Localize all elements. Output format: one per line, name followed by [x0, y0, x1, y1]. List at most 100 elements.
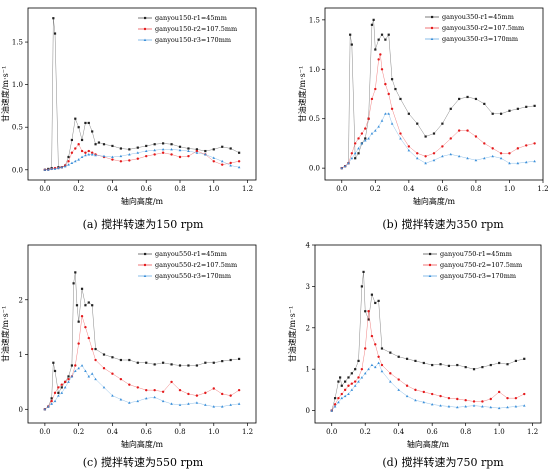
data-point: [449, 137, 452, 140]
data-point: [136, 157, 139, 160]
data-point: [187, 392, 190, 396]
data-point: [162, 142, 165, 145]
series-line: [341, 54, 535, 169]
data-point: [74, 117, 77, 120]
data-point: [397, 388, 401, 391]
data-point: [481, 405, 484, 408]
data-point: [397, 378, 400, 381]
data-point: [380, 369, 384, 373]
data-point: [514, 359, 517, 363]
y-tick-label: 1: [19, 351, 23, 359]
data-point: [195, 401, 199, 404]
data-point: [354, 157, 357, 160]
data-point: [136, 151, 140, 154]
data-point: [84, 369, 87, 372]
data-point: [405, 384, 409, 387]
x-tick-label: 1.2: [242, 428, 253, 436]
data-point: [508, 161, 511, 165]
data-point: [360, 132, 364, 135]
data-point: [178, 388, 182, 392]
data-point: [84, 325, 87, 329]
data-point: [491, 112, 494, 115]
data-point: [380, 33, 384, 36]
data-point: [525, 105, 528, 108]
data-point: [187, 364, 190, 367]
data-point: [373, 365, 377, 369]
data-point: [90, 153, 94, 156]
x-tick-label: 0.2: [360, 428, 371, 436]
data-point: [229, 147, 232, 150]
data-point: [178, 403, 182, 406]
data-point: [145, 154, 148, 158]
x-axis-label: 轴向高度/m: [121, 439, 164, 449]
data-point: [60, 383, 63, 386]
data-point: [221, 360, 224, 363]
x-tick-label: 0.4: [107, 185, 119, 193]
data-point: [491, 147, 494, 150]
y-axis-label: 甘油速度/m·s⁻¹: [287, 306, 297, 362]
data-point: [390, 107, 394, 111]
data-point: [360, 367, 364, 371]
data-point: [466, 129, 469, 132]
data-point: [87, 121, 90, 125]
data-point: [195, 394, 199, 397]
series-line: [44, 149, 240, 171]
data-point: [67, 377, 70, 381]
data-point: [449, 152, 453, 156]
data-point: [330, 409, 334, 412]
data-point: [102, 154, 106, 158]
data-point: [367, 367, 370, 371]
data-point: [102, 367, 106, 370]
data-point: [499, 152, 503, 155]
x-tick-label: 1.0: [208, 428, 219, 436]
data-point: [70, 161, 74, 164]
data-point: [87, 375, 91, 378]
x-tick-label: 0.0: [326, 428, 337, 436]
data-point: [136, 386, 139, 389]
panel-caption: (b) 搅拌转速为350 rpm: [382, 217, 504, 231]
data-point: [220, 159, 224, 163]
data-point: [221, 392, 224, 396]
data-point: [119, 160, 123, 163]
data-point: [367, 117, 370, 120]
data-point: [377, 58, 380, 61]
data-point: [474, 135, 478, 138]
data-point: [204, 361, 207, 364]
data-point: [384, 82, 387, 86]
data-point: [60, 391, 64, 394]
data-point: [46, 405, 50, 408]
data-point: [187, 149, 190, 153]
data-point: [350, 156, 354, 160]
data-point: [343, 388, 347, 392]
data-point: [67, 160, 70, 163]
plot-frame: [27, 244, 257, 424]
data-point: [483, 142, 486, 145]
data-point: [111, 158, 114, 161]
data-point: [389, 351, 392, 354]
x-tick-label: 0.4: [403, 185, 415, 193]
data-point: [439, 363, 442, 366]
y-tick-label: 2: [19, 296, 23, 304]
data-point: [353, 142, 357, 145]
data-point: [387, 112, 391, 115]
series-3: [43, 364, 241, 411]
plot-frame: [27, 7, 257, 181]
data-point: [161, 151, 165, 154]
data-point: [161, 147, 165, 151]
data-point: [87, 153, 91, 156]
data-point: [77, 366, 80, 370]
x-tick-label: 0.2: [73, 185, 84, 193]
data-point: [439, 404, 442, 407]
series-line: [331, 362, 525, 411]
legend: ganyou550-r1=45mm ganyou550-r2=107.5mm gan…: [138, 250, 237, 280]
data-point: [415, 156, 419, 160]
data-point: [506, 405, 509, 409]
data-point: [357, 146, 360, 150]
data-point: [221, 163, 224, 166]
legend-label: ganyou350-r1=45mm: [442, 13, 514, 21]
series-2: [330, 310, 526, 412]
data-point: [380, 119, 384, 122]
data-point: [128, 383, 131, 386]
data-point: [353, 384, 357, 387]
